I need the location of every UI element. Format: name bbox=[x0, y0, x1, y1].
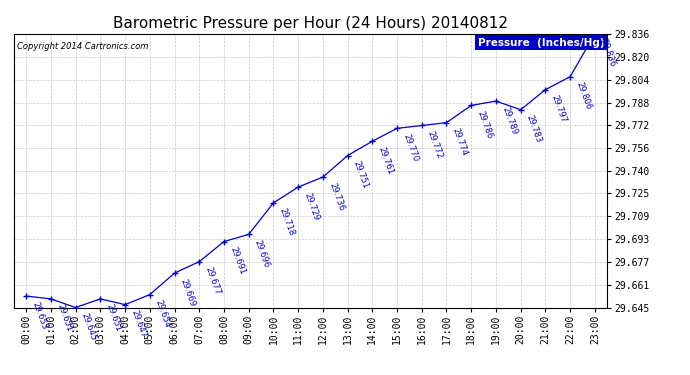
Text: 29.653: 29.653 bbox=[30, 300, 49, 331]
Text: 29.751: 29.751 bbox=[352, 160, 370, 190]
Text: 29.736: 29.736 bbox=[327, 181, 346, 212]
Text: 29.806: 29.806 bbox=[574, 81, 593, 111]
Text: 29.789: 29.789 bbox=[500, 105, 518, 136]
Text: 29.696: 29.696 bbox=[253, 238, 271, 269]
Text: 29.651: 29.651 bbox=[55, 303, 73, 333]
Text: 29.651: 29.651 bbox=[104, 303, 123, 333]
Text: 29.647: 29.647 bbox=[129, 309, 148, 339]
Text: 29.669: 29.669 bbox=[179, 277, 197, 308]
Text: 29.691: 29.691 bbox=[228, 246, 246, 276]
Text: 29.645: 29.645 bbox=[80, 312, 98, 342]
Text: 29.786: 29.786 bbox=[475, 110, 494, 140]
Text: 29.770: 29.770 bbox=[401, 132, 420, 163]
Title: Barometric Pressure per Hour (24 Hours) 20140812: Barometric Pressure per Hour (24 Hours) … bbox=[113, 16, 508, 31]
Text: 29.797: 29.797 bbox=[549, 94, 568, 124]
Text: 29.729: 29.729 bbox=[302, 191, 321, 222]
Text: 29.761: 29.761 bbox=[377, 146, 395, 176]
Text: Copyright 2014 Cartronics.com: Copyright 2014 Cartronics.com bbox=[17, 42, 148, 51]
Text: 29.677: 29.677 bbox=[204, 266, 222, 296]
Text: 29.836: 29.836 bbox=[599, 38, 618, 69]
Text: 29.654: 29.654 bbox=[154, 299, 172, 329]
Text: 29.774: 29.774 bbox=[451, 127, 469, 157]
Text: 29.718: 29.718 bbox=[277, 207, 296, 237]
Text: 29.772: 29.772 bbox=[426, 130, 444, 160]
Text: Pressure  (Inches/Hg): Pressure (Inches/Hg) bbox=[477, 38, 604, 48]
Text: 29.783: 29.783 bbox=[525, 114, 543, 144]
